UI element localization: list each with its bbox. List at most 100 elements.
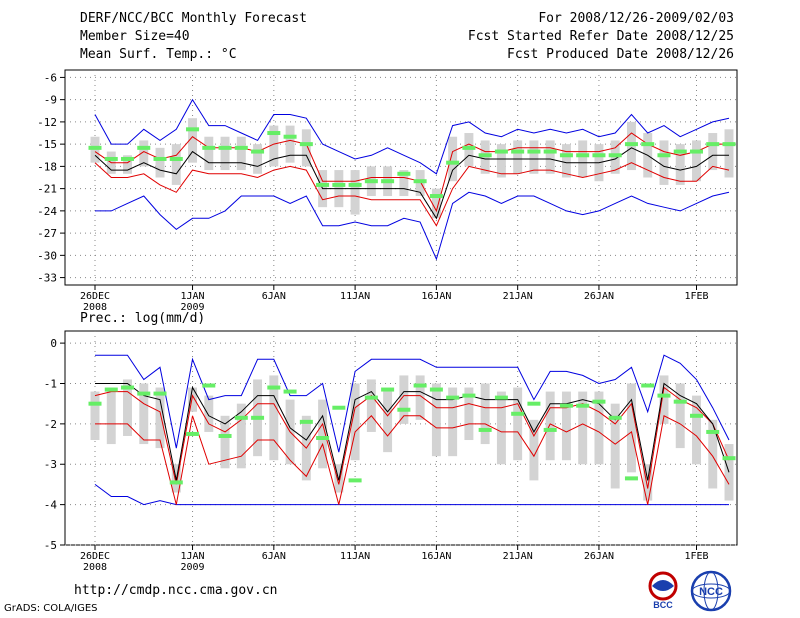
median-marker — [332, 182, 346, 187]
median-marker — [137, 391, 151, 396]
ensemble-box — [139, 383, 149, 445]
median-marker — [234, 145, 248, 150]
ensemble-box — [448, 387, 458, 457]
median-marker — [316, 182, 330, 187]
median-marker — [511, 149, 525, 154]
median-marker — [592, 153, 606, 158]
ensemble-box — [220, 136, 230, 171]
median-marker — [397, 407, 411, 412]
grads-credit: GrADS: COLA/IGES — [4, 603, 98, 614]
median-marker — [673, 399, 687, 404]
median-marker — [511, 411, 525, 416]
median-marker — [251, 415, 265, 420]
x-tick-label: 1FEB — [684, 291, 708, 302]
median-marker — [121, 385, 135, 390]
ensemble-box — [350, 170, 360, 215]
ensemble-box — [529, 140, 539, 174]
x-tick-label: 21JAN — [503, 551, 533, 562]
x-tick-label: 26DEC — [80, 551, 110, 562]
ensemble-box — [204, 395, 214, 432]
ensemble-box — [269, 375, 279, 461]
ensemble-box — [155, 147, 165, 178]
median-marker — [381, 179, 395, 184]
median-marker — [153, 156, 167, 161]
x-tick-sublabel: 2008 — [83, 302, 107, 313]
median-marker — [706, 429, 720, 434]
ensemble-box — [383, 391, 393, 453]
ensemble-box — [123, 155, 132, 174]
ensemble-box — [480, 383, 490, 445]
median-marker — [494, 149, 508, 154]
median-marker — [169, 480, 183, 485]
y-tick-label: -27 — [37, 227, 57, 240]
median-marker — [543, 427, 557, 432]
median-marker — [494, 395, 508, 400]
median-marker — [364, 395, 378, 400]
ensemble-box — [659, 375, 669, 424]
ensemble-box — [171, 144, 181, 185]
footer-url[interactable]: http://cmdp.ncc.cma.gov.cn — [74, 583, 278, 598]
x-tick-label: 6JAN — [262, 291, 286, 302]
median-marker — [218, 145, 232, 150]
median-marker — [218, 433, 232, 438]
median-marker — [543, 149, 557, 154]
lower-spread-line — [94, 162, 730, 227]
median-marker — [316, 436, 330, 440]
y-tick-label: -15 — [37, 138, 57, 151]
median-marker — [267, 131, 281, 136]
median-marker — [186, 127, 200, 132]
median-marker — [722, 456, 736, 461]
mean-line — [95, 382, 730, 481]
x-tick-label: 21JAN — [503, 291, 533, 302]
y-tick-label: -24 — [37, 205, 57, 218]
chart-title: DERF/NCC/BCC Monthly Forecast — [80, 11, 307, 26]
median-marker — [673, 149, 687, 154]
precip-panel-title: Prec.: log(mm/d) — [80, 311, 206, 326]
ensemble-box — [708, 133, 718, 171]
ensemble-box — [545, 391, 555, 461]
x-tick-label: 16JAN — [421, 551, 451, 562]
ensemble-box — [236, 136, 246, 171]
median-marker — [413, 179, 427, 184]
median-marker — [478, 153, 492, 158]
ncc-logo-text: NCC — [699, 586, 723, 598]
median-marker — [413, 383, 427, 388]
median-marker — [478, 427, 492, 432]
y-tick-label: -5 — [44, 539, 57, 552]
median-marker — [689, 413, 703, 418]
y-tick-label: -33 — [37, 272, 57, 285]
median-marker — [104, 387, 118, 392]
median-marker — [624, 476, 638, 481]
median-marker — [348, 478, 362, 483]
median-marker — [446, 395, 460, 400]
ensemble-box — [545, 140, 555, 174]
ensemble-box — [643, 464, 653, 501]
x-tick-label: 16JAN — [421, 291, 451, 302]
median-marker — [527, 149, 541, 154]
max-line — [94, 98, 730, 175]
x-tick-label: 26JAN — [584, 551, 614, 562]
y-tick-label: -3 — [44, 458, 57, 471]
ensemble-box — [236, 403, 246, 469]
x-tick-label: 1FEB — [684, 551, 708, 562]
median-marker — [641, 383, 655, 388]
ensemble-box — [724, 129, 734, 178]
median-marker — [397, 171, 411, 176]
median-marker — [446, 160, 460, 165]
median-marker — [608, 153, 622, 158]
x-tick-label: 6JAN — [262, 551, 286, 562]
ensemble-box — [106, 387, 116, 445]
median-marker — [186, 431, 200, 436]
median-marker — [202, 145, 216, 150]
x-tick-sublabel: 2009 — [180, 562, 204, 573]
median-marker — [169, 156, 183, 161]
ensemble-box — [561, 144, 571, 178]
variable-label: Mean Surf. Temp.: °C — [80, 47, 237, 62]
median-marker — [527, 401, 541, 406]
median-marker — [88, 401, 102, 406]
ensemble-box — [204, 136, 214, 171]
median-marker — [429, 194, 443, 199]
y-tick-label: -4 — [44, 499, 58, 512]
median-marker — [657, 393, 671, 398]
